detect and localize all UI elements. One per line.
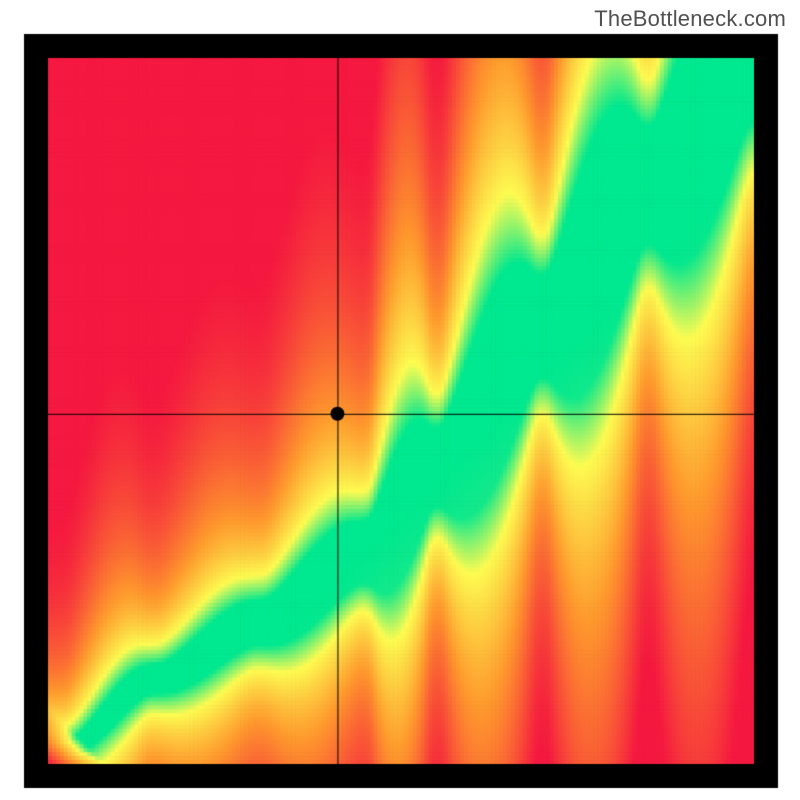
- heatmap-canvas: [0, 0, 800, 800]
- watermark-text: TheBottleneck.com: [594, 6, 786, 32]
- chart-container: TheBottleneck.com: [0, 0, 800, 800]
